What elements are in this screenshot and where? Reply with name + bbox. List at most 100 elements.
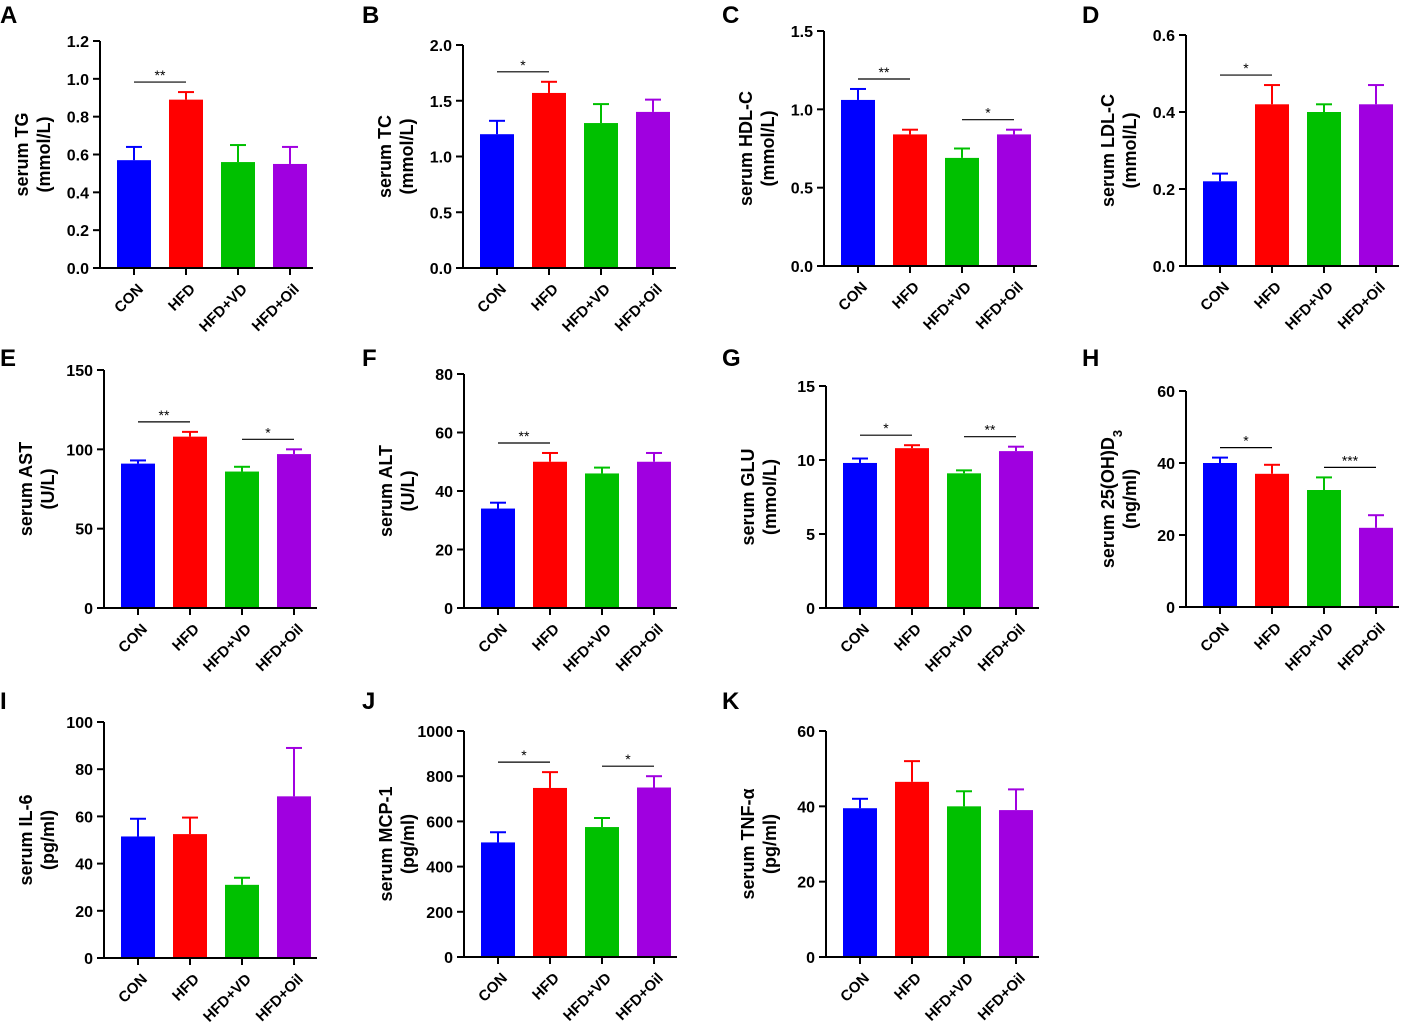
y-tick-label: 1.0 — [67, 72, 89, 89]
bar-con — [843, 808, 877, 957]
bar-con — [843, 462, 877, 608]
significance-label: * — [520, 57, 526, 73]
y-tick-label: 0.0 — [430, 261, 452, 278]
x-tick-label: HFD+Oil — [1335, 620, 1389, 674]
x-tick-label: HFD+VD — [196, 281, 251, 336]
x-tick-label: HFD — [1251, 279, 1285, 313]
y-tick-label: 10 — [797, 453, 815, 470]
bar-hfd-vd — [585, 827, 619, 957]
bar-hfd-oil — [636, 111, 670, 269]
x-tick-label: HFD — [529, 970, 563, 1004]
y-axis-title: serum LDL-C — [1098, 94, 1118, 207]
y-tick-label: 800 — [426, 769, 453, 786]
y-tick-label: 0.4 — [67, 185, 89, 202]
bar-hfd-oil — [277, 796, 311, 958]
x-tick-label: HFD+VD — [559, 281, 614, 336]
x-tick-label: CON — [474, 281, 510, 317]
y-tick-label: 0.0 — [1153, 259, 1175, 276]
y-tick-label: 0.6 — [67, 148, 89, 165]
panel-a: 0.0 0.2 0.4 0.6 0.8 1.0 1.2 CON HFDHFD+VDHFD+Oil… — [12, 34, 313, 336]
y-axis-unit: (ng/ml) — [1120, 469, 1140, 529]
panel-letter-b: B — [362, 2, 380, 29]
y-tick-label: 20 — [435, 543, 453, 560]
x-tick-label: CON — [475, 621, 511, 657]
y-tick-label: 60 — [1157, 384, 1175, 401]
bar-hfd-oil — [997, 134, 1031, 266]
y-axis-title: serum TC — [375, 115, 395, 198]
y-tick-label: 150 — [66, 363, 93, 380]
y-tick-label: 60 — [75, 809, 93, 826]
y-axis-unit: (pg/ml) — [398, 814, 418, 874]
bar-hfd — [532, 92, 566, 268]
y-axis-title: serum AST — [16, 442, 36, 536]
y-axis-title: serum GLU — [738, 448, 758, 545]
bar-hfd-oil — [637, 461, 671, 608]
bar-hfd — [893, 134, 927, 266]
bar-con — [1203, 181, 1237, 266]
bar-con — [481, 842, 515, 957]
significance-label: ** — [879, 64, 890, 80]
significance-label: ** — [985, 422, 996, 438]
x-tick-label: HFD+VD — [1282, 620, 1337, 675]
bar-hfd — [533, 787, 567, 957]
x-tick-label: CON — [115, 971, 151, 1007]
y-axis-unit: (U/L) — [38, 469, 58, 510]
y-tick-label: 400 — [426, 860, 453, 877]
bar-hfd-oil — [1359, 104, 1393, 266]
panel-letter-a: A — [0, 2, 18, 29]
x-tick-label: CON — [1197, 620, 1233, 656]
x-tick-label: HFD+Oil — [975, 970, 1029, 1024]
y-axis-title: serum HDL-C — [736, 91, 756, 206]
y-tick-label: 1000 — [417, 724, 453, 741]
y-tick-label: 0.8 — [67, 110, 89, 127]
bar-con — [480, 134, 514, 268]
significance-label: * — [1243, 60, 1249, 76]
bar-hfd-oil — [999, 810, 1033, 957]
x-tick-label: CON — [837, 970, 873, 1006]
bar-hfd-oil — [273, 163, 307, 268]
panel-letter-g: G — [722, 345, 741, 372]
y-tick-label: 0.2 — [1153, 182, 1175, 199]
x-tick-label: CON — [837, 621, 873, 657]
y-tick-label: 0.6 — [1153, 28, 1175, 45]
x-tick-label: CON — [835, 279, 871, 315]
y-tick-label: 20 — [1157, 528, 1175, 545]
y-axis-unit: (mmol/L) — [758, 111, 778, 187]
y-tick-label: 1.0 — [430, 150, 452, 167]
y-tick-label: 0.0 — [67, 261, 89, 278]
significance-label: * — [625, 751, 631, 767]
x-tick-label: HFD+Oil — [975, 621, 1029, 675]
y-tick-label: 20 — [797, 875, 815, 892]
y-tick-label: 600 — [426, 814, 453, 831]
y-tick-label: 0 — [444, 950, 453, 967]
x-tick-label: HFD+Oil — [253, 971, 307, 1025]
y-axis-title: serum MCP-1 — [376, 786, 396, 901]
bar-hfd-vd — [225, 884, 259, 958]
bar-hfd-oil — [999, 451, 1033, 608]
y-tick-label: 100 — [66, 715, 93, 732]
x-tick-label: HFD+VD — [560, 621, 615, 676]
x-tick-label: HFD+VD — [560, 970, 615, 1025]
x-tick-label: HFD — [169, 971, 203, 1005]
y-tick-label: 1.5 — [430, 94, 452, 111]
y-tick-label: 40 — [797, 799, 815, 816]
x-tick-label: CON — [111, 281, 147, 317]
bar-con — [117, 160, 151, 268]
bar-hfd — [1255, 473, 1289, 607]
y-tick-label: 0 — [84, 951, 93, 968]
panel-letter-h: H — [1082, 345, 1100, 372]
y-axis-title: serum TNF-α — [738, 788, 758, 899]
y-tick-label: 50 — [75, 522, 93, 539]
bar-hfd — [173, 436, 207, 608]
x-tick-label: HFD — [528, 281, 562, 315]
x-tick-label: HFD+VD — [1282, 279, 1337, 334]
bar-hfd-vd — [947, 473, 981, 608]
y-tick-label: 20 — [75, 904, 93, 921]
bar-con — [121, 463, 155, 608]
x-tick-label: HFD+Oil — [1335, 279, 1389, 333]
